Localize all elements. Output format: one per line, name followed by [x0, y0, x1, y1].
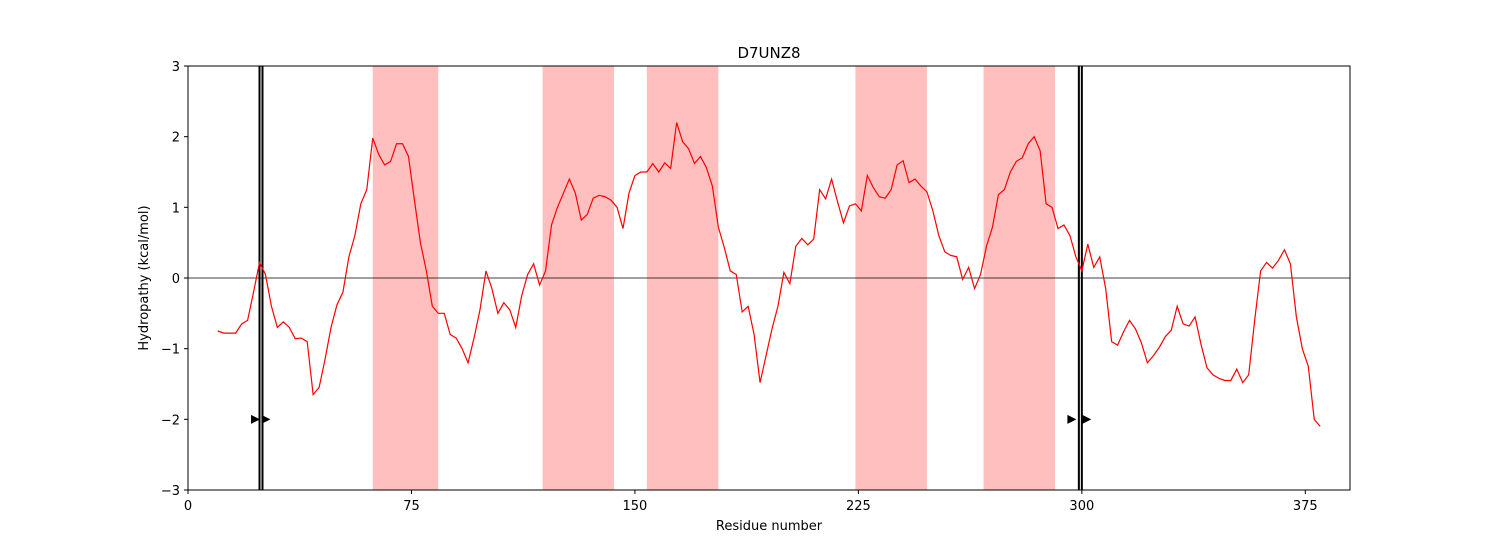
x-tick-label: 300 — [1069, 499, 1094, 514]
y-axis-label: Hydropathy (kcal/mol) — [137, 205, 152, 350]
y-tick-label: −3 — [161, 484, 180, 499]
chart-title: D7UNZ8 — [737, 44, 800, 62]
arrow-marker — [251, 414, 261, 424]
y-tick-label: 2 — [172, 131, 180, 146]
x-tick-label: 150 — [623, 499, 648, 514]
arrow-marker — [1082, 414, 1092, 424]
y-tick-label: 3 — [172, 60, 180, 75]
x-tick-label: 375 — [1293, 499, 1318, 514]
x-tick-label: 0 — [184, 499, 192, 514]
y-tick-label: −1 — [161, 343, 180, 358]
x-tick-label: 75 — [403, 499, 420, 514]
y-tick-label: 0 — [172, 272, 180, 287]
x-axis-label: Residue number — [716, 519, 823, 534]
hydropathy-line — [217, 122, 1321, 427]
arrow-marker — [261, 414, 271, 424]
x-tick-label: 225 — [846, 499, 871, 514]
arrow-marker — [1067, 414, 1077, 424]
y-tick-label: 1 — [172, 201, 180, 216]
y-tick-label: −2 — [161, 413, 180, 428]
